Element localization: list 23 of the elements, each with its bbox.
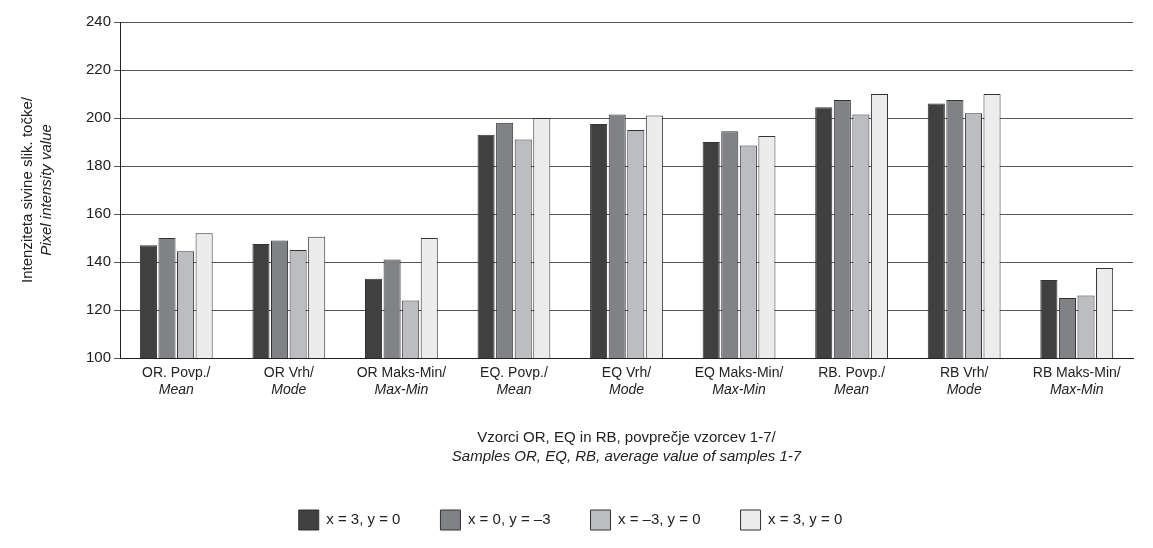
y-tick-label: 120 [85,300,111,318]
y-tick-label: 160 [85,204,111,222]
x-tick-label: RB Vrh/ Mode [939,363,989,397]
y-tick-label: 140 [85,252,111,270]
x-tick-label: EQ Maks-Min/ Max-Min [694,363,784,397]
x-tick-label: OR Vrh/ Mode [263,363,314,397]
x-tick-label: EQ Vrh/ Mode [601,363,652,397]
y-axis-title: Intenziteta sivine slik. točke/ Pixel intensity value [17,96,54,283]
y-tick-label: 100 [85,348,111,366]
legend-label: x = –3, y = 0 [618,510,701,528]
legend-label: x = 3, y = 0 [326,510,401,528]
legend-label: x = 3, y = 0 [768,510,843,528]
y-tick-label: 180 [85,156,111,174]
x-tick-label: RB. Povp./ Mean [818,363,886,397]
x-tick-label: EQ. Povp./ Mean [480,363,548,397]
x-tick-label: RB Maks-Min/ Max-Min [1032,363,1121,397]
x-tick-label: OR. Povp./ Mean [142,363,211,397]
y-tick-label: 240 [85,12,111,30]
x-axis-title: Vzorci OR, EQ in RB, povprečje vzorcev 1-7/ Samples OR, EQ, RB, average value of samples 1-7 [451,427,802,464]
x-tick-label: OR Maks-Min/ Max-Min [356,363,447,397]
y-tick-label: 200 [85,108,111,126]
legend-label: x = 0, y = –3 [467,510,551,528]
y-tick-label: 220 [85,60,111,78]
